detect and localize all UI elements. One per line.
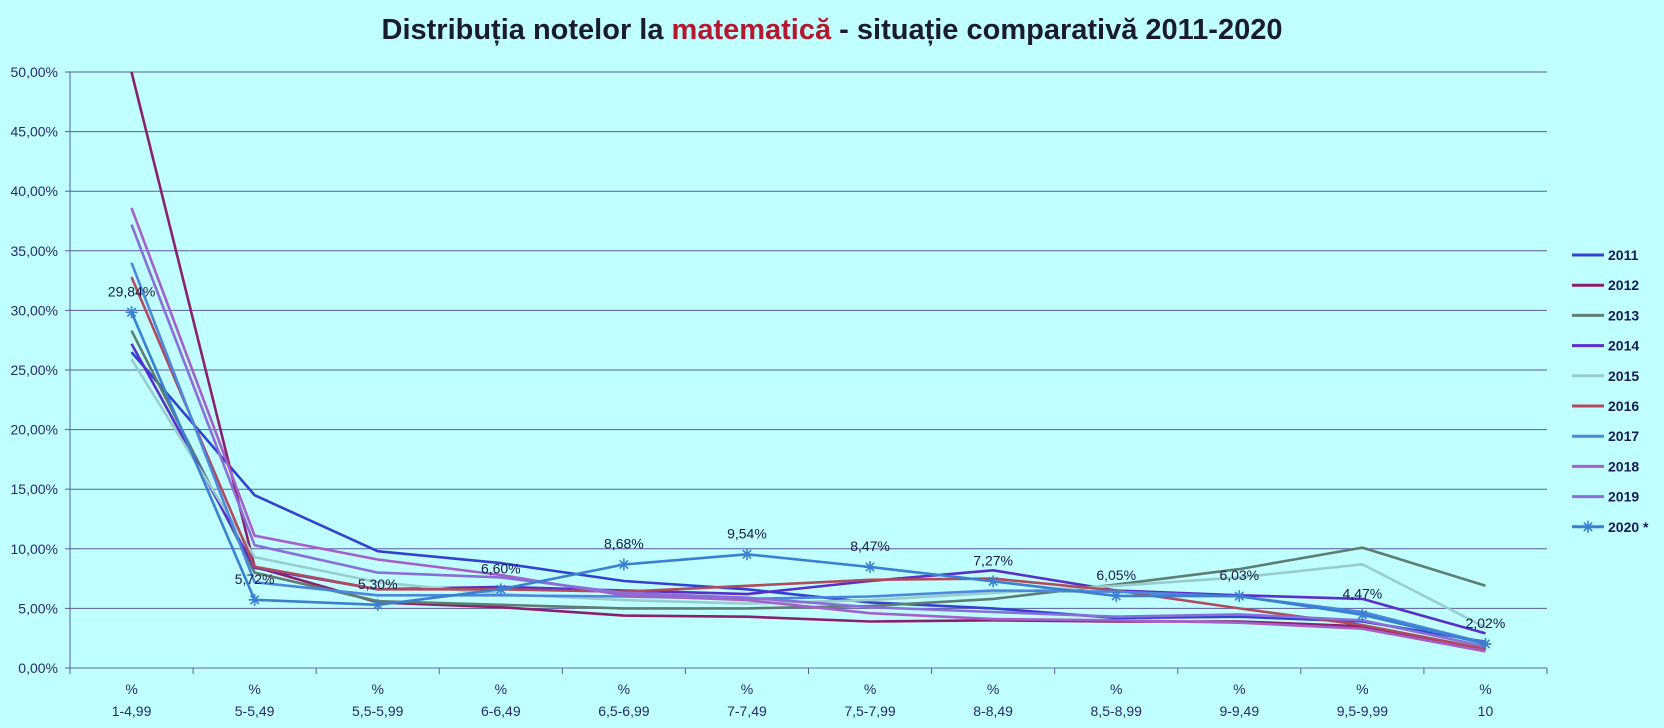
y-tick-label: 15,00% [11,481,58,497]
legend-label: 2015 [1608,368,1639,384]
series-line-2011 [130,351,1486,644]
legend-label: 2019 [1608,489,1639,505]
data-label: 6,60% [481,560,521,576]
legend-label: 2016 [1608,398,1639,414]
x-tick-label-top: % [1356,681,1368,697]
title-text-before: Distribuția notelor la [381,14,672,46]
legend-marker [1582,520,1594,533]
data-point [371,598,384,611]
legend-label: 2017 [1608,428,1639,444]
data-point [1479,637,1492,650]
title-highlight: matematică [671,14,832,46]
x-tick-label: 9-9,49 [1219,703,1259,719]
y-tick-label: 5,00% [18,600,58,616]
x-tick-label-top: % [987,681,999,697]
x-tick-label: 8,5-8,99 [1091,703,1143,719]
x-tick-label: 8-8,49 [973,703,1013,719]
data-label: 5,30% [358,576,398,592]
x-tick-label: 7,5-7,99 [844,703,896,719]
data-label: 8,68% [604,536,644,552]
chart-title: Distribuția notelor la matematică - situ… [0,14,1664,47]
data-point [740,548,753,561]
x-tick-label: 1-4,99 [112,703,152,719]
x-tick-label: 6,5-6,99 [598,703,650,719]
data-label: 8,47% [850,538,890,554]
x-tick-label-top: % [618,681,630,697]
x-tick-label-top: % [1110,681,1122,697]
legend-label: 2014 [1608,338,1639,354]
x-tick-label-top: % [1479,681,1491,697]
data-point [864,561,877,574]
y-tick-label: 30,00% [11,302,58,318]
data-point [1356,608,1369,621]
y-tick-label: 20,00% [11,422,58,438]
data-point [1233,590,1246,603]
y-tick-label: 50,00% [11,64,58,80]
x-tick-label: 10 [1478,703,1494,719]
x-tick-label: 6-6,49 [481,703,521,719]
x-tick-label-top: % [741,681,753,697]
x-tick-label-top: % [248,681,260,697]
data-point [1110,589,1123,602]
y-tick-label: 0,00% [18,660,58,676]
y-tick-label: 10,00% [11,541,58,557]
x-tick-label-top: % [125,681,137,697]
data-label: 7,27% [973,552,1013,568]
y-tick-label: 45,00% [11,124,58,140]
y-tick-label: 40,00% [11,183,58,199]
x-tick-label: 7-7,49 [727,703,767,719]
y-tick-label: 35,00% [11,243,58,259]
data-label: 6,03% [1219,567,1259,583]
x-tick-label-top: % [495,681,507,697]
data-point [248,593,261,606]
data-label: 5,72% [235,571,275,587]
y-tick-label: 25,00% [11,362,58,378]
series-line-2018 [130,207,1486,653]
data-label: 9,54% [727,525,767,541]
series-line-2013 [130,330,1486,610]
data-label: 4,47% [1343,586,1383,602]
x-tick-label-top: % [371,681,383,697]
legend-label: 2020 * [1608,519,1649,535]
legend-label: 2011 [1608,247,1639,263]
x-tick-label: 9,5-9,99 [1337,703,1389,719]
data-label: 29,84% [108,283,155,299]
series-line-2020 [130,311,1486,646]
data-point [617,558,630,571]
x-tick-label-top: % [1233,681,1245,697]
data-point [125,306,138,319]
x-tick-label: 5,5-5,99 [352,703,404,719]
x-tick-label-top: % [864,681,876,697]
series-line-2016 [130,276,1486,651]
series-line-2019 [130,224,1486,648]
legend-label: 2018 [1608,458,1639,474]
series-line-2017 [130,262,1486,645]
legend-label: 2012 [1608,277,1639,293]
legend-label: 2013 [1608,307,1639,323]
data-point [494,583,507,596]
x-tick-label: 5-5,49 [235,703,275,719]
data-label: 6,05% [1096,567,1136,583]
data-label: 2,02% [1466,615,1506,631]
data-point [987,575,1000,588]
title-text-after: - situație comparativă 2011-2020 [831,14,1283,46]
